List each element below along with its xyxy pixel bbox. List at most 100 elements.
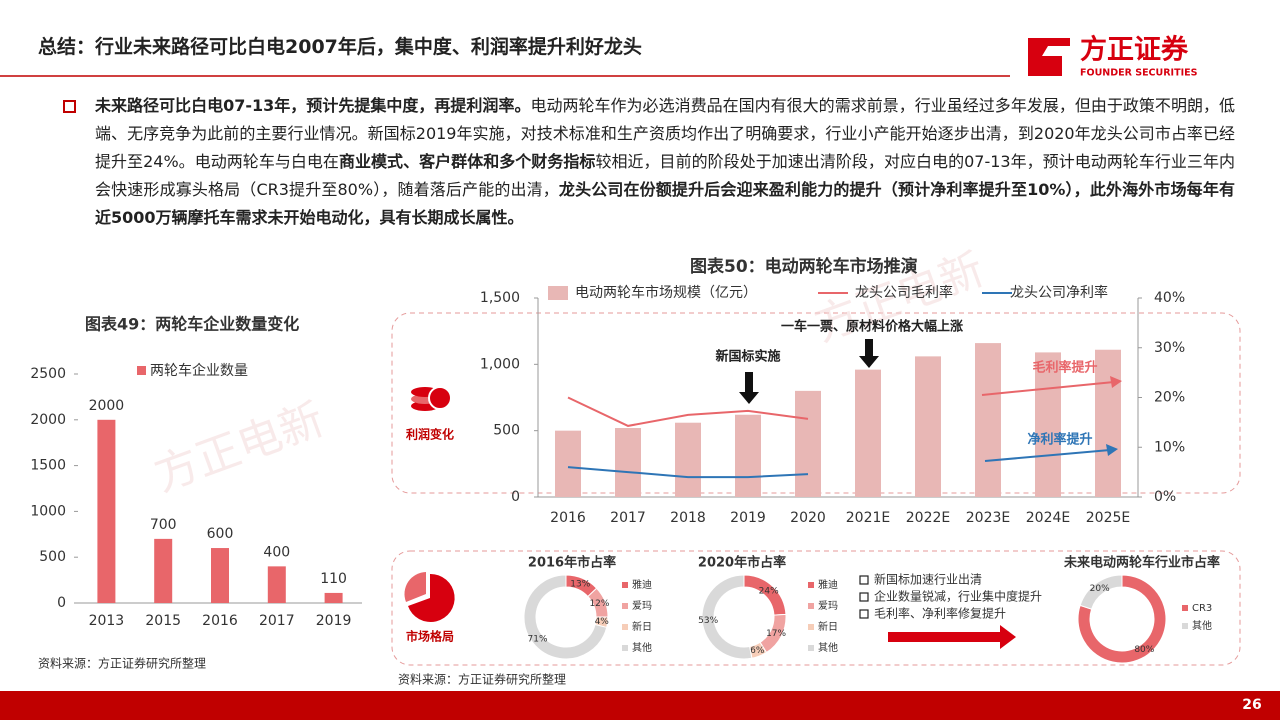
bullet bbox=[63, 100, 76, 113]
legend-swatch bbox=[137, 366, 146, 375]
logo-subtitle: FOUNDER SECURITIES bbox=[1080, 68, 1198, 79]
legend-swatch bbox=[1182, 605, 1188, 611]
legend-label: 其他 bbox=[818, 641, 838, 654]
arrow bbox=[739, 372, 759, 404]
bar bbox=[795, 390, 821, 497]
checkbox bbox=[859, 575, 869, 585]
chart-title: 2016年市占率 bbox=[528, 555, 616, 571]
arrow bbox=[984, 449, 1111, 462]
panel-label: 市场格局 bbox=[406, 629, 454, 644]
y-tick-label: 2500 bbox=[30, 366, 66, 382]
annotation: 毛利率提升 bbox=[1032, 360, 1097, 376]
arrow bbox=[859, 339, 879, 368]
x-tick-label: 2013 bbox=[89, 613, 125, 629]
data-label: 12% bbox=[589, 599, 609, 609]
slide-title: 总结：行业未来路径可比白电2007年后，集中度、利润率提升利好龙头 bbox=[38, 36, 642, 58]
y2-tick-label: 0% bbox=[1154, 489, 1176, 505]
bar bbox=[855, 369, 881, 497]
legend-swatch bbox=[622, 603, 628, 609]
x-tick-label: 2016 bbox=[202, 613, 238, 629]
bar bbox=[555, 430, 581, 497]
data-label: 24% bbox=[759, 586, 779, 596]
data-label: 53% bbox=[698, 616, 718, 626]
x-tick-label: 2025E bbox=[1086, 510, 1130, 526]
bar bbox=[267, 566, 286, 603]
data-label: 2000 bbox=[89, 398, 125, 414]
y2-tick-label: 40% bbox=[1154, 290, 1185, 306]
annotation: 新国标实施 bbox=[715, 349, 780, 365]
legend-swatch bbox=[548, 286, 568, 300]
x-tick-label: 2017 bbox=[259, 613, 295, 629]
x-tick-label: 2019 bbox=[730, 510, 766, 526]
legend-label: 新日 bbox=[818, 620, 838, 633]
chart-title: 未来电动两轮车行业市占率 bbox=[1063, 555, 1220, 571]
bar bbox=[915, 356, 941, 497]
summary-text: 未来路径可比白电07-13年，预计先提集中度，再提利润率。 bbox=[95, 96, 531, 115]
legend-swatch bbox=[808, 645, 814, 651]
y-tick-label: 1,500 bbox=[480, 290, 520, 306]
logo-name: 方正证券 bbox=[1080, 34, 1189, 66]
bar bbox=[675, 422, 701, 497]
x-tick-label: 2016 bbox=[550, 510, 586, 526]
annotation: 一车一票、原材料价格大幅上涨 bbox=[781, 319, 963, 335]
y-tick-label: 1000 bbox=[30, 503, 66, 519]
bar bbox=[735, 414, 761, 497]
data-label: 17% bbox=[766, 629, 786, 639]
chart-title: 图表50：电动两轮车市场推演 bbox=[690, 256, 918, 277]
bar bbox=[1035, 352, 1061, 497]
bar bbox=[615, 428, 641, 497]
bar bbox=[975, 343, 1001, 497]
pie-slice bbox=[701, 574, 753, 660]
y2-tick-label: 10% bbox=[1154, 439, 1185, 455]
data-label: 110 bbox=[320, 571, 347, 587]
chart-title: 图表49：两轮车企业数量变化 bbox=[85, 315, 299, 334]
x-tick-label: 2022E bbox=[906, 510, 950, 526]
chart-title: 2020年市占率 bbox=[698, 555, 786, 571]
panel-frame bbox=[391, 550, 1241, 666]
data-label: 6% bbox=[750, 646, 765, 656]
x-tick-label: 2020 bbox=[790, 510, 826, 526]
data-label: 80% bbox=[1134, 645, 1154, 655]
legend-label: 龙头公司毛利率 bbox=[855, 284, 953, 301]
legend-label: 爱玛 bbox=[632, 599, 652, 612]
summary-text: 商业模式、客户群体和多个财务指标 bbox=[338, 152, 596, 171]
panel-frame bbox=[391, 312, 1241, 494]
line bbox=[567, 466, 809, 479]
coin-icon bbox=[411, 386, 452, 411]
legend-swatch bbox=[622, 582, 628, 588]
legend-label: 龙头公司净利率 bbox=[1010, 284, 1108, 301]
data-label: 20% bbox=[1090, 584, 1110, 594]
legend-label: 雅迪 bbox=[632, 578, 652, 591]
summary-text: 电动两轮车作为必选消费品在国内有很大的需求前景，行业虽经过多年发展，但由于政策不… bbox=[95, 96, 1235, 171]
data-label: 4% bbox=[595, 617, 610, 627]
x-tick-label: 2021E bbox=[846, 510, 890, 526]
arrow bbox=[888, 625, 1016, 649]
x-tick-label: 2024E bbox=[1026, 510, 1070, 526]
legend-label: 其他 bbox=[632, 641, 652, 654]
summary-text: 龙头公司在份额提升后会迎来盈利能力的提升（预计净利率提升至10%），此外海外市场… bbox=[95, 180, 1235, 227]
checkbox bbox=[859, 592, 869, 602]
watermark: 方正电新 bbox=[148, 394, 331, 502]
legend-swatch bbox=[1182, 623, 1188, 629]
y-tick-label: 1500 bbox=[30, 458, 66, 474]
legend-swatch bbox=[808, 582, 814, 588]
arrow bbox=[981, 381, 1115, 396]
x-tick-label: 2023E bbox=[966, 510, 1010, 526]
data-label: 600 bbox=[207, 526, 234, 542]
legend-label: 两轮车企业数量 bbox=[150, 362, 248, 379]
checklist-item: 企业数量锐减，行业集中度提升 bbox=[874, 589, 1042, 604]
checklist-item: 毛利率、净利率修复提升 bbox=[874, 606, 1006, 621]
y-tick-label: 2000 bbox=[30, 412, 66, 428]
legend-swatch bbox=[622, 624, 628, 630]
x-tick-label: 2017 bbox=[610, 510, 646, 526]
legend-label: 电动两轮车市场规模（亿元） bbox=[575, 284, 757, 301]
logo: 方正证券 FOUNDER SECURITIES bbox=[1028, 34, 1198, 79]
checkbox bbox=[859, 609, 869, 619]
summary-text: 较相近，目前的阶段处于加速出清阶段，对应白电的07-13年，预计电动两轮车行业三… bbox=[95, 152, 1235, 199]
annotation: 净利率提升 bbox=[1027, 432, 1092, 448]
bar bbox=[324, 592, 343, 603]
source: 资料来源：方正证券研究所整理 bbox=[38, 656, 206, 671]
bar bbox=[1095, 349, 1121, 497]
